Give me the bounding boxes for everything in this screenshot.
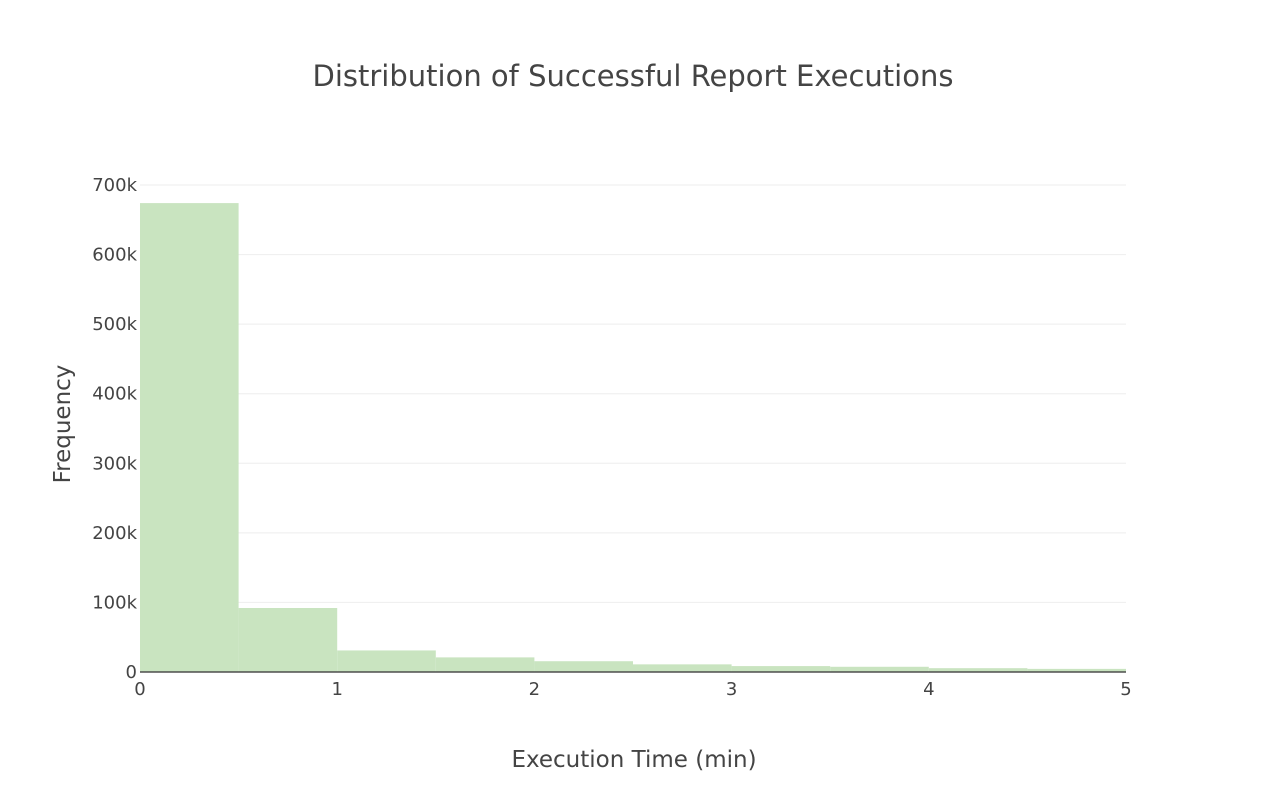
y-axis-title: Frequency: [50, 365, 76, 484]
histogram-bar: [337, 650, 436, 672]
y-tick-label: 0: [126, 662, 137, 683]
histogram-bars: [140, 203, 1126, 673]
y-tick-label: 100k: [92, 592, 137, 613]
histogram-bar: [731, 666, 831, 672]
x-tick-label: 0: [134, 679, 145, 700]
histogram-bar: [1027, 668, 1126, 672]
y-tick-label: 400k: [92, 384, 137, 405]
y-tick-label: 700k: [92, 175, 137, 196]
histogram-bar: [534, 661, 633, 672]
histogram-bar: [830, 666, 929, 672]
x-tick-label: 3: [726, 679, 737, 700]
y-tick-label: 600k: [92, 245, 137, 266]
histogram-bar: [633, 664, 732, 672]
y-tick-label: 500k: [92, 314, 137, 335]
grid-lines: [140, 184, 1126, 603]
histogram-bar: [928, 668, 1028, 672]
histogram-bar: [435, 657, 535, 672]
x-tick-label: 5: [1120, 679, 1131, 700]
y-axis-ticks: 0 100k 200k 300k 400k 500k 600k 700k: [92, 175, 137, 683]
x-axis-title: Execution Time (min): [511, 747, 756, 773]
x-axis-ticks: 0 1 2 3 4 5: [134, 679, 1131, 700]
chart-title: Distribution of Successful Report Execut…: [313, 59, 954, 93]
x-tick-label: 2: [529, 679, 540, 700]
y-tick-label: 200k: [92, 523, 137, 544]
x-tick-label: 1: [331, 679, 342, 700]
histogram-bar: [238, 607, 338, 672]
x-tick-label: 4: [923, 679, 934, 700]
y-tick-label: 300k: [92, 453, 137, 474]
histogram-bar: [140, 203, 239, 673]
